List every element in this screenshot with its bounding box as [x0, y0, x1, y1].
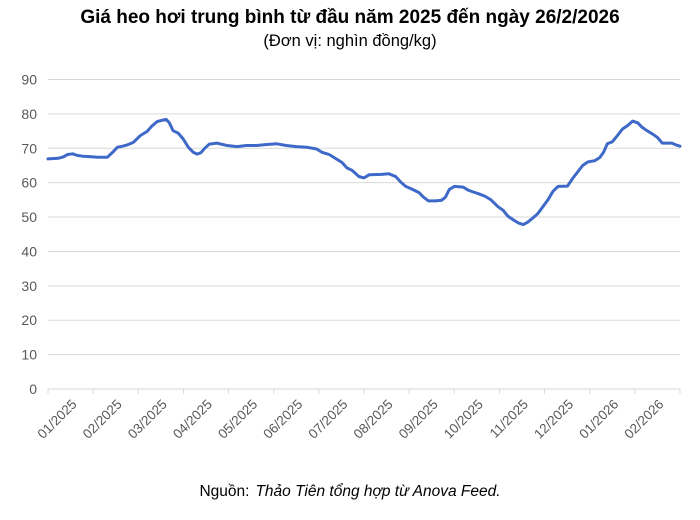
- x-tick-label-01-2025: 01/2025: [35, 397, 80, 442]
- source-line: Nguồn: Thảo Tiên tổng hợp từ Anova Feed.: [0, 483, 700, 501]
- x-tick-label-03-2025: 03/2025: [125, 397, 170, 442]
- x-tick-label-07-2025: 07/2025: [305, 397, 350, 442]
- y-tick-label-80: 80: [21, 106, 37, 122]
- x-tick-label-05-2025: 05/2025: [215, 397, 260, 442]
- page-title: Giá heo hơi trung bình từ đầu năm 2025 đ…: [80, 7, 620, 28]
- price-series-line: [46, 117, 682, 227]
- y-tick-label-90: 90: [21, 72, 37, 88]
- price-line-chart: 0 10 20 30 40 50 60 70 80 90 01/2025 02/2025 03/2025…: [0, 65, 700, 461]
- y-tick-label-20: 20: [21, 312, 37, 328]
- x-tick-label-02-2026: 02/2026: [621, 397, 666, 442]
- chart-unit-subtitle: (Đơn vị: nghìn đồng/kg): [263, 32, 437, 50]
- x-tick-label-10-2025: 10/2025: [441, 397, 486, 442]
- x-tick-label-12-2025: 12/2025: [531, 397, 576, 442]
- y-tick-label-0: 0: [29, 381, 37, 397]
- x-tick-label-11-2025: 11/2025: [487, 397, 531, 441]
- y-tick-label-60: 60: [21, 175, 37, 191]
- source-text: Thảo Tiên tổng hợp từ Anova Feed.: [255, 483, 501, 500]
- x-tick-label-04-2025: 04/2025: [170, 397, 215, 442]
- source-label: Nguồn:: [199, 483, 250, 500]
- line-chart-canvas: 0 10 20 30 40 50 60 70 80 90 01/2025 02/2025 03/2025…: [21, 72, 682, 442]
- x-tick-label-02-2025: 02/2025: [80, 397, 125, 442]
- y-tick-label-70: 70: [21, 140, 37, 156]
- y-tick-label-10: 10: [21, 347, 37, 363]
- y-tick-label-50: 50: [21, 209, 37, 225]
- x-tick-label-01-2026: 01/2026: [576, 397, 621, 442]
- x-tick-label-09-2025: 09/2025: [396, 397, 441, 442]
- y-tick-label-40: 40: [21, 243, 37, 259]
- x-tick-label-08-2025: 08/2025: [351, 397, 396, 442]
- x-tick-label-06-2025: 06/2025: [260, 397, 305, 442]
- y-tick-label-30: 30: [21, 278, 37, 294]
